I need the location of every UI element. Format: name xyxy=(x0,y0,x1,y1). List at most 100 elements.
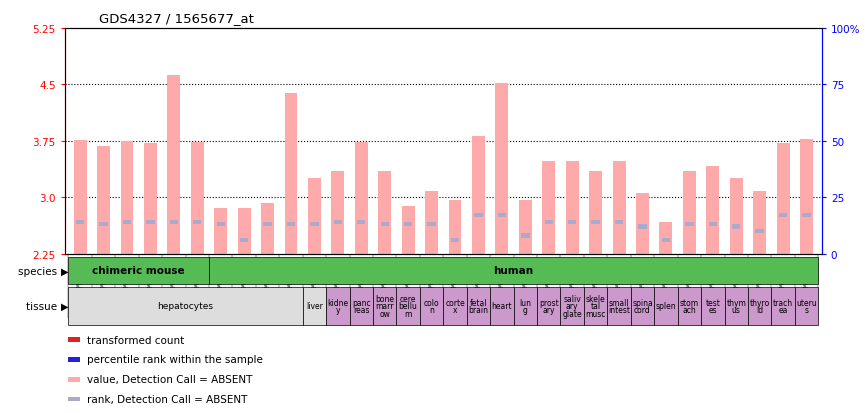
Text: ▶: ▶ xyxy=(61,266,68,276)
Bar xyxy=(261,204,274,254)
Bar xyxy=(748,287,772,325)
Text: panc
reas: panc reas xyxy=(352,298,370,315)
Text: thym
us: thym us xyxy=(727,298,746,315)
Text: liver: liver xyxy=(306,302,323,311)
Text: lun
g: lun g xyxy=(519,298,531,315)
Bar xyxy=(772,287,795,325)
Bar xyxy=(589,171,602,254)
Bar xyxy=(753,192,766,254)
Bar xyxy=(472,136,485,254)
Text: GSM837750: GSM837750 xyxy=(381,255,388,294)
Bar xyxy=(168,76,180,254)
Bar xyxy=(701,287,725,325)
Bar xyxy=(396,287,420,325)
Bar xyxy=(209,258,818,284)
Bar xyxy=(326,287,349,325)
Bar xyxy=(146,221,155,225)
Bar xyxy=(449,201,461,254)
Bar xyxy=(191,143,204,254)
Bar xyxy=(170,221,178,225)
Bar xyxy=(68,258,209,284)
Bar xyxy=(334,221,342,225)
Text: GSM837757: GSM837757 xyxy=(311,255,317,294)
Text: cere
bellu
m: cere bellu m xyxy=(399,294,418,319)
Bar xyxy=(404,223,413,227)
Bar xyxy=(378,171,391,254)
Bar xyxy=(615,221,624,225)
Text: GSM837766: GSM837766 xyxy=(686,255,692,294)
Bar xyxy=(800,139,813,254)
Text: chimeric mouse: chimeric mouse xyxy=(93,265,185,275)
Bar xyxy=(238,209,251,254)
Bar xyxy=(584,287,607,325)
Bar xyxy=(514,287,537,325)
Text: percentile rank within the sample: percentile rank within the sample xyxy=(87,355,263,365)
Bar xyxy=(607,287,631,325)
Text: tissue: tissue xyxy=(26,301,61,311)
Text: uteru
s: uteru s xyxy=(796,298,817,315)
Bar xyxy=(427,223,436,227)
Bar xyxy=(545,221,553,225)
Bar xyxy=(654,287,677,325)
Text: GSM837740: GSM837740 xyxy=(77,255,83,294)
Bar xyxy=(240,238,248,242)
Bar xyxy=(74,141,86,254)
Bar xyxy=(685,223,694,227)
Text: GSM837755: GSM837755 xyxy=(499,255,505,294)
Bar xyxy=(732,225,740,229)
Bar xyxy=(566,162,579,254)
Text: kidne
y: kidne y xyxy=(327,298,349,315)
Bar xyxy=(68,337,80,342)
Text: GSM837741: GSM837741 xyxy=(100,255,106,294)
Text: species: species xyxy=(18,266,61,276)
Bar xyxy=(662,238,670,242)
Bar xyxy=(285,94,298,254)
Bar xyxy=(496,84,509,254)
Bar xyxy=(263,223,272,227)
Bar xyxy=(68,377,80,382)
Text: GSM837743: GSM837743 xyxy=(147,255,153,294)
Text: small
intest: small intest xyxy=(608,298,630,315)
Bar xyxy=(677,287,701,325)
Bar xyxy=(68,357,80,362)
Text: GSM837761: GSM837761 xyxy=(569,255,575,294)
Bar xyxy=(631,287,654,325)
Bar xyxy=(331,171,344,254)
Bar xyxy=(542,162,555,254)
Bar xyxy=(355,143,368,254)
Text: skele
tal
musc: skele tal musc xyxy=(586,294,605,319)
Bar xyxy=(303,287,326,325)
Text: GSM837769: GSM837769 xyxy=(757,255,763,294)
Bar xyxy=(76,221,84,225)
Text: GSM837752: GSM837752 xyxy=(428,255,434,294)
Text: GSM837760: GSM837760 xyxy=(546,255,552,294)
Bar xyxy=(682,171,695,254)
Bar xyxy=(777,144,790,254)
Text: GSM837762: GSM837762 xyxy=(593,255,599,294)
Bar xyxy=(401,207,414,254)
Bar xyxy=(215,209,227,254)
Bar xyxy=(216,223,225,227)
Text: GSM837770: GSM837770 xyxy=(780,255,786,294)
Bar xyxy=(420,287,444,325)
Text: GSM837765: GSM837765 xyxy=(663,255,669,294)
Text: GSM837756: GSM837756 xyxy=(335,255,341,294)
Text: ▶: ▶ xyxy=(61,301,68,311)
Bar xyxy=(725,287,748,325)
Bar xyxy=(755,230,764,233)
Bar xyxy=(497,214,506,218)
Text: GSM837754: GSM837754 xyxy=(476,255,482,294)
Text: value, Detection Call = ABSENT: value, Detection Call = ABSENT xyxy=(87,374,253,384)
Text: heart: heart xyxy=(491,302,512,311)
Text: GSM837771: GSM837771 xyxy=(804,255,810,294)
Bar xyxy=(357,221,366,225)
Bar xyxy=(68,287,303,325)
Bar xyxy=(123,221,131,225)
Bar xyxy=(308,179,321,254)
Bar xyxy=(120,141,133,254)
Text: test
es: test es xyxy=(705,298,721,315)
Text: GSM837751: GSM837751 xyxy=(405,255,411,294)
Text: GSM837753: GSM837753 xyxy=(452,255,458,294)
Bar xyxy=(99,223,108,227)
Bar xyxy=(426,192,438,254)
